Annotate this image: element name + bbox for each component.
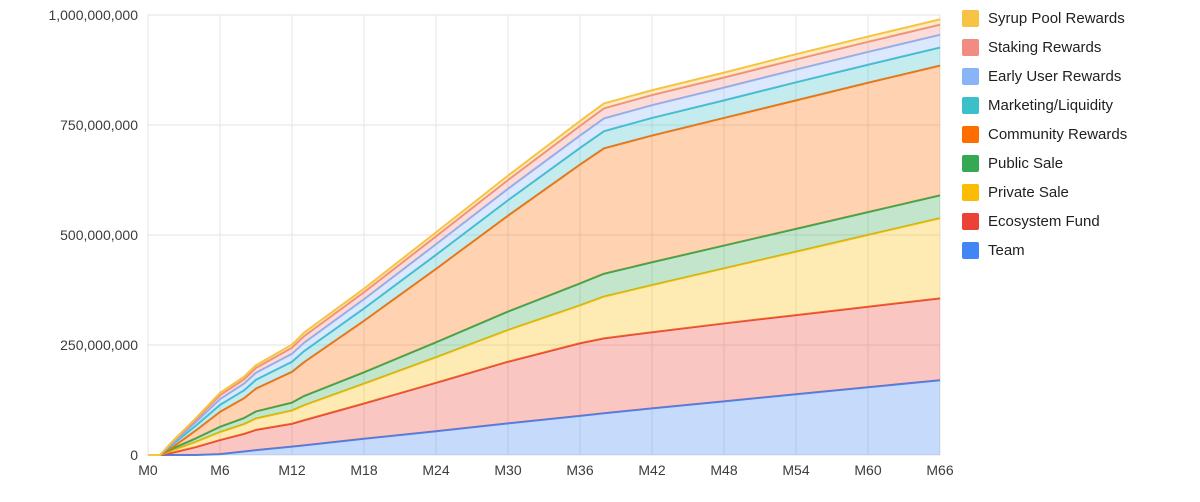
area-private-sale[interactable] [148, 218, 940, 455]
x-axis-label: M18 [350, 462, 377, 478]
x-axis-label: M6 [210, 462, 230, 478]
legend-label: Community Rewards [988, 126, 1128, 143]
legend-label: Staking Rewards [988, 39, 1102, 56]
line-community-rewards [148, 64, 941, 456]
line-syrup-pool-rewards [148, 18, 941, 456]
area-public-sale[interactable] [148, 195, 940, 455]
legend-item-private-sale[interactable]: Private Sale [962, 184, 1127, 201]
x-axis-label: M24 [422, 462, 449, 478]
x-axis-label: M36 [566, 462, 593, 478]
line-ecosystem-fund [148, 297, 941, 456]
legend-item-marketing-liquidity[interactable]: Marketing/Liquidity [962, 97, 1127, 114]
legend-item-team[interactable]: Team [962, 242, 1127, 259]
legend-item-public-sale[interactable]: Public Sale [962, 155, 1127, 172]
line-marketing-liquidity [148, 46, 941, 456]
legend-item-syrup-pool-rewards[interactable]: Syrup Pool Rewards [962, 10, 1127, 27]
chart-legend: Syrup Pool Rewards Staking Rewards Early U… [962, 10, 1127, 271]
x-axis-label: M48 [710, 462, 737, 478]
legend-item-ecosystem-fund[interactable]: Ecosystem Fund [962, 213, 1127, 230]
legend-item-early-user-rewards[interactable]: Early User Rewards [962, 68, 1127, 85]
legend-swatch-syrup-pool-rewards [962, 10, 979, 27]
line-public-sale [148, 194, 941, 456]
legend-swatch-marketing-liquidity [962, 97, 979, 114]
y-axis-label: 500,000,000 [60, 227, 138, 243]
x-axis-label: M54 [782, 462, 809, 478]
legend-label: Early User Rewards [988, 68, 1122, 85]
legend-label: Marketing/Liquidity [988, 97, 1114, 114]
y-axis-label: 250,000,000 [60, 337, 138, 353]
legend-label: Syrup Pool Rewards [988, 10, 1125, 27]
x-axis-label: M30 [494, 462, 521, 478]
legend-swatch-early-user-rewards [962, 68, 979, 85]
legend-label: Public Sale [988, 155, 1064, 172]
legend-swatch-ecosystem-fund [962, 213, 979, 230]
line-early-user-rewards [148, 33, 941, 456]
legend-label: Team [988, 242, 1025, 259]
area-team[interactable] [148, 380, 940, 455]
line-private-sale [148, 217, 941, 456]
legend-swatch-community-rewards [962, 126, 979, 143]
legend-swatch-staking-rewards [962, 39, 979, 56]
chart-plot-area[interactable]: 0 250,000,000 500,000,000 750,000,000 1,000,… [0, 0, 955, 502]
line-team [148, 379, 941, 456]
area-ecosystem-fund[interactable] [148, 298, 940, 455]
legend-item-staking-rewards[interactable]: Staking Rewards [962, 39, 1127, 56]
x-axis-label: M66 [926, 462, 953, 478]
legend-swatch-team [962, 242, 979, 259]
y-axis-label: 1,000,000,000 [48, 7, 138, 23]
legend-swatch-private-sale [962, 184, 979, 201]
legend-item-community-rewards[interactable]: Community Rewards [962, 126, 1127, 143]
x-axis-label: M12 [278, 462, 305, 478]
area-community-rewards[interactable] [148, 65, 940, 455]
x-axis-label: M42 [638, 462, 665, 478]
y-axis-label: 0 [130, 447, 138, 463]
y-axis-label: 750,000,000 [60, 117, 138, 133]
x-axis-label: M60 [854, 462, 881, 478]
legend-label: Private Sale [988, 184, 1069, 201]
legend-label: Ecosystem Fund [988, 213, 1100, 230]
legend-swatch-public-sale [962, 155, 979, 172]
x-axis-label: M0 [138, 462, 158, 478]
